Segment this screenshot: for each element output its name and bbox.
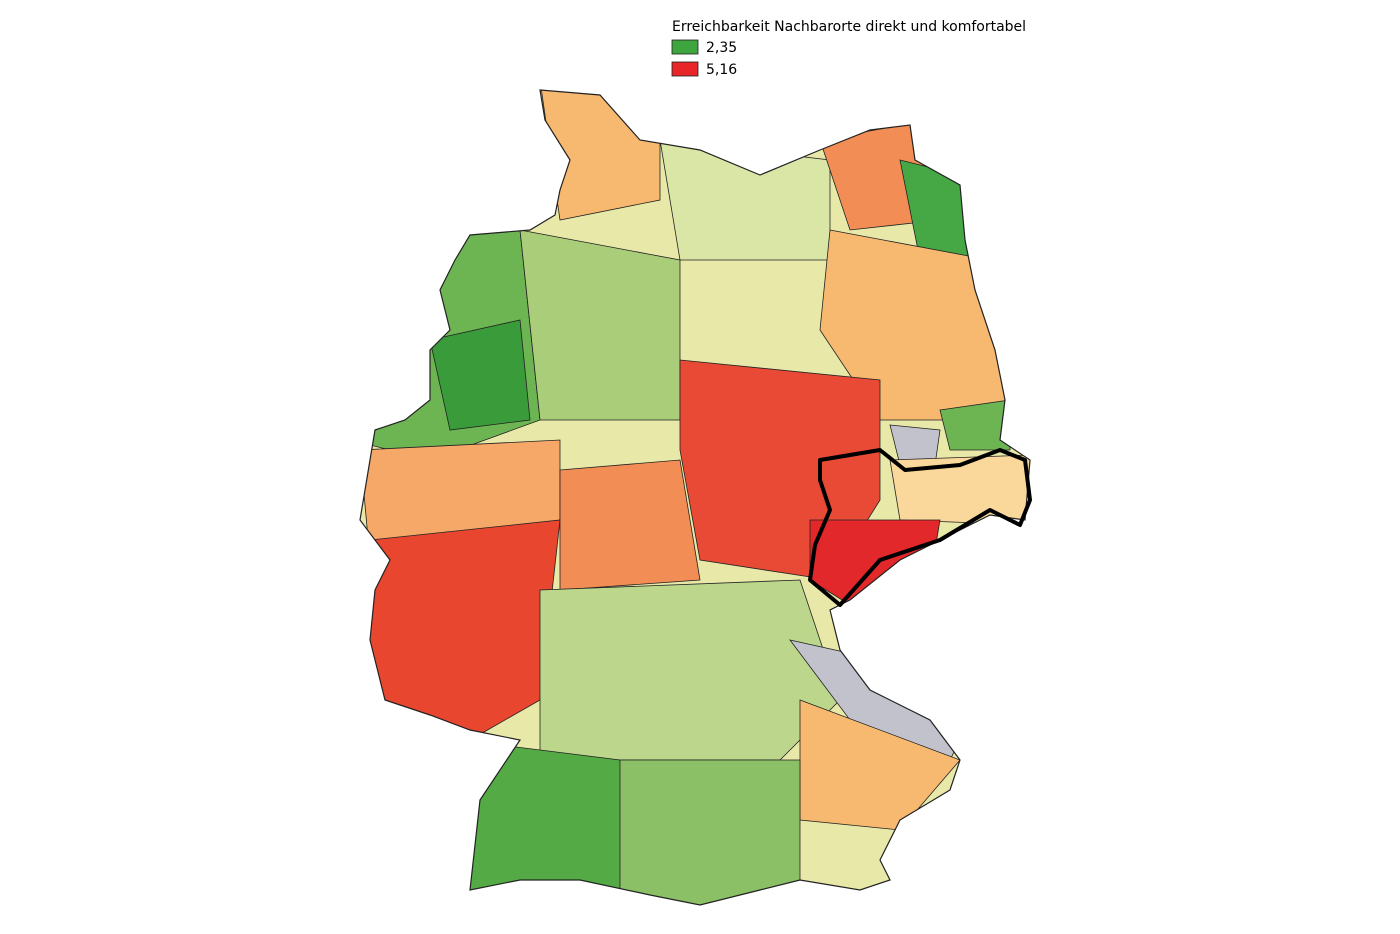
region xyxy=(809,519,941,606)
legend-label: 2,35 xyxy=(706,40,737,56)
legend-label: 5,16 xyxy=(706,62,737,78)
highlighted-state-outline xyxy=(808,448,1032,607)
map-regions xyxy=(360,90,1030,905)
legend-swatch xyxy=(671,61,699,77)
region xyxy=(659,139,831,261)
region xyxy=(619,759,801,905)
region xyxy=(519,229,681,421)
legend-items: 2,35 5,16 xyxy=(671,39,737,78)
region xyxy=(459,739,641,905)
region xyxy=(429,319,531,431)
country-outline xyxy=(359,89,1031,906)
region xyxy=(559,459,701,591)
region xyxy=(939,399,1011,451)
legend: Erreichbarkeit Nachbarorte direkt und ko… xyxy=(671,19,1026,78)
legend-swatch xyxy=(671,39,699,55)
region xyxy=(539,579,841,761)
legend-title: Erreichbarkeit Nachbarorte direkt und ko… xyxy=(672,19,1026,35)
